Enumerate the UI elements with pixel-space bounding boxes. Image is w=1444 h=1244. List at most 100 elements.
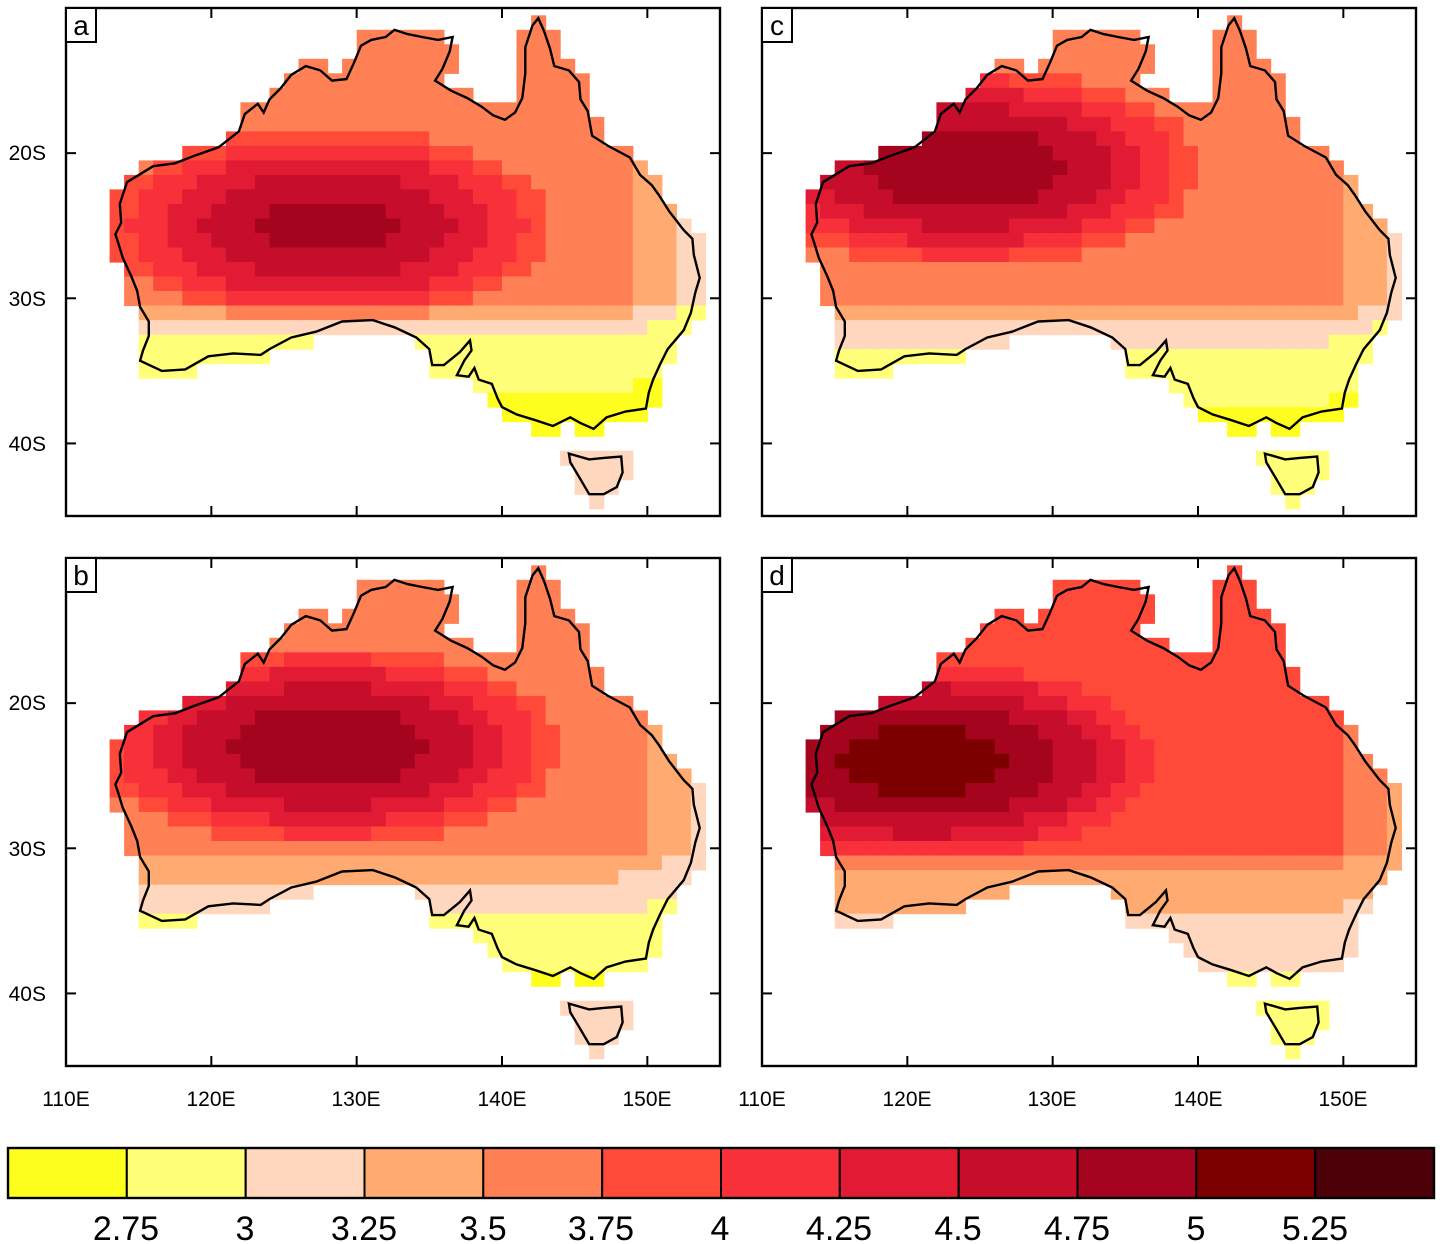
grid-cell	[429, 710, 445, 726]
grid-cell	[618, 812, 634, 828]
grid-cell	[1052, 623, 1068, 639]
grid-cell	[1009, 637, 1025, 653]
grid-cell	[356, 189, 372, 205]
grid-cell	[443, 276, 459, 292]
grid-cell	[603, 841, 619, 857]
grid-cell	[661, 291, 677, 307]
grid-cell	[1168, 855, 1184, 871]
grid-cell	[182, 768, 198, 784]
grid-cell	[298, 102, 314, 118]
grid-cell	[1052, 291, 1068, 307]
grid-cell	[1285, 797, 1301, 813]
grid-cell	[1372, 305, 1388, 321]
grid-cell	[516, 334, 532, 350]
grid-cell	[1183, 928, 1199, 944]
grid-cell	[545, 623, 561, 639]
grid-cell	[1270, 797, 1286, 813]
grid-cell	[1256, 334, 1272, 350]
grid-cell	[589, 841, 605, 857]
grid-cell	[472, 291, 488, 307]
grid-cell	[502, 797, 518, 813]
grid-cell	[211, 783, 227, 799]
grid-cell	[907, 753, 923, 769]
grid-cell	[560, 203, 576, 219]
grid-cell	[907, 797, 923, 813]
grid-cell	[342, 276, 358, 292]
grid-cell	[1285, 145, 1301, 161]
grid-cell	[502, 870, 518, 886]
grid-cell	[560, 608, 576, 624]
grid-cell	[936, 652, 952, 668]
grid-cell	[863, 855, 879, 871]
grid-cell	[342, 102, 358, 118]
grid-cell	[313, 174, 329, 190]
grid-cell	[1328, 320, 1344, 336]
grid-cell	[356, 608, 372, 624]
grid-cell	[603, 465, 619, 481]
grid-cell	[661, 870, 677, 886]
grid-cell	[618, 855, 634, 871]
grid-cell	[371, 102, 387, 118]
grid-cell	[647, 884, 663, 900]
grid-cell	[1081, 681, 1097, 697]
grid-cell	[342, 73, 358, 89]
grid-cell	[124, 203, 140, 219]
grid-cell	[356, 855, 372, 871]
grid-cell	[153, 783, 169, 799]
grid-cell	[545, 884, 561, 900]
grid-cell	[1168, 145, 1184, 161]
grid-cell	[472, 884, 488, 900]
grid-cell	[1096, 44, 1112, 60]
grid-cell	[690, 305, 706, 321]
grid-cell	[965, 160, 981, 176]
grid-cell	[647, 753, 663, 769]
grid-cell	[1241, 695, 1257, 711]
grid-cell	[516, 884, 532, 900]
grid-cell	[167, 884, 183, 900]
grid-cell	[1023, 131, 1039, 147]
grid-cell	[1198, 305, 1214, 321]
grid-cell	[1241, 724, 1257, 740]
grid-cell	[1212, 826, 1228, 842]
grid-cell	[327, 131, 343, 147]
grid-cell	[1212, 753, 1228, 769]
grid-cell	[994, 334, 1010, 350]
grid-cell	[1067, 145, 1083, 161]
grid-cell	[284, 753, 300, 769]
grid-cell	[1314, 841, 1330, 857]
grid-cell	[1038, 710, 1054, 726]
grid-cell	[516, 174, 532, 190]
grid-cell	[1270, 710, 1286, 726]
grid-cell	[560, 870, 576, 886]
grid-cell	[385, 768, 401, 784]
panel-c-tasmania-coastline	[1263, 451, 1320, 496]
grid-cell	[1285, 494, 1301, 510]
grid-cell	[632, 739, 648, 755]
grid-cell	[1285, 855, 1301, 871]
grid-cell	[849, 710, 865, 726]
grid-cell	[1357, 334, 1373, 350]
grid-cell	[647, 203, 663, 219]
grid-cell	[240, 652, 256, 668]
grid-cell	[965, 695, 981, 711]
colorbar-swatch	[1314, 1147, 1435, 1199]
grid-cell	[1052, 218, 1068, 234]
grid-cell	[965, 753, 981, 769]
grid-cell	[502, 768, 518, 784]
grid-cell	[863, 768, 879, 784]
grid-cell	[385, 58, 401, 74]
grid-cell	[1139, 899, 1155, 915]
grid-cell	[603, 218, 619, 234]
grid-cell	[1023, 783, 1039, 799]
grid-cell	[1241, 233, 1257, 249]
grid-cell	[1168, 753, 1184, 769]
grid-cell	[1023, 695, 1039, 711]
grid-cell	[950, 247, 966, 263]
grid-cell	[907, 334, 923, 350]
grid-cell	[545, 262, 561, 278]
grid-cell	[1256, 812, 1272, 828]
grid-cell	[211, 826, 227, 842]
grid-cell	[980, 724, 996, 740]
grid-cell	[1299, 710, 1315, 726]
grid-cell	[298, 247, 314, 263]
